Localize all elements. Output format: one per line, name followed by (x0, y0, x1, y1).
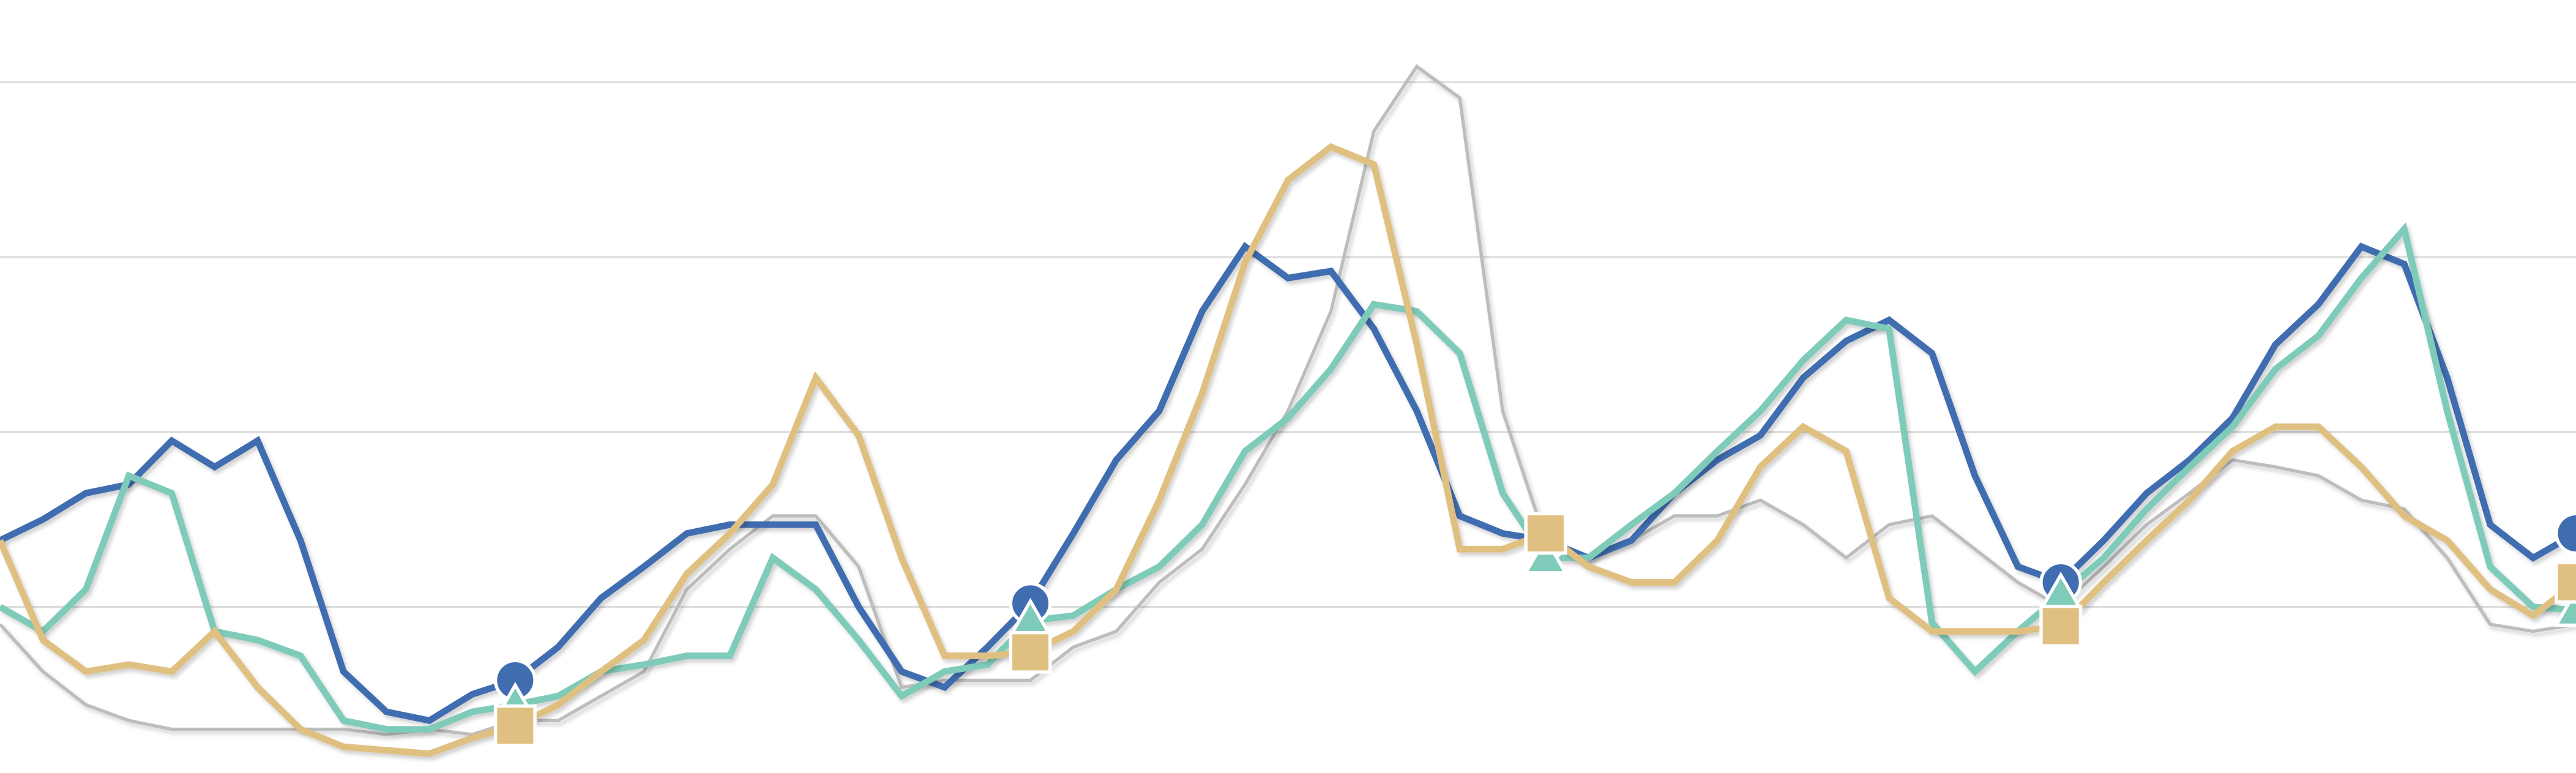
series-line (0, 242, 2576, 724)
marker (1523, 534, 1569, 575)
series (0, 143, 2576, 758)
series-line (0, 143, 2576, 758)
marker (1009, 630, 1052, 674)
series (0, 222, 2576, 733)
marker (1524, 512, 1567, 555)
series (0, 64, 2576, 736)
series-line (0, 64, 2576, 736)
marker (2555, 561, 2576, 604)
marker (2039, 605, 2083, 648)
marker (2555, 512, 2576, 555)
series (0, 242, 2576, 724)
marker (493, 704, 537, 747)
series-line (0, 222, 2576, 733)
marker (2553, 587, 2576, 627)
